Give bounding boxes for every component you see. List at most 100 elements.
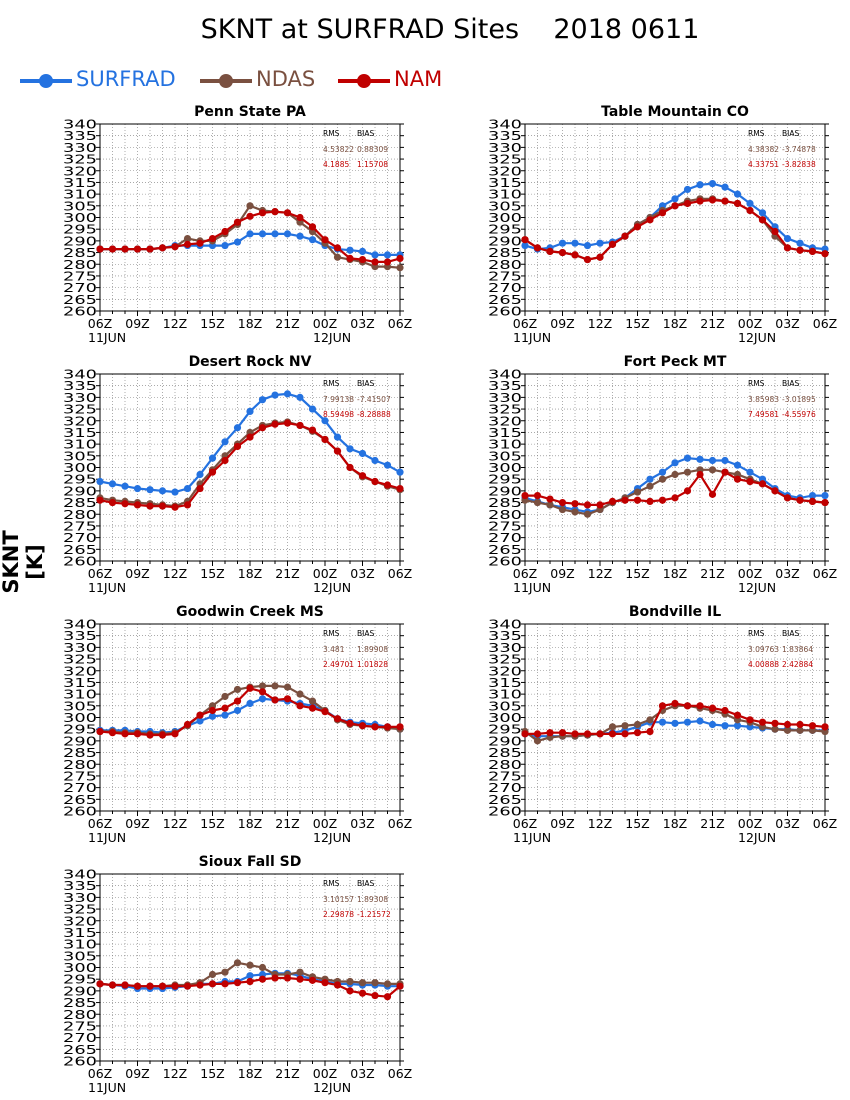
data-point-surfrad	[683, 718, 692, 726]
data-point-nam	[121, 500, 129, 508]
stats-nam-bias: -1.21572	[357, 910, 391, 919]
data-point-nam	[533, 244, 542, 252]
y-tick-label: 295	[63, 222, 97, 237]
y-tick-label: 290	[63, 483, 97, 498]
stats-nam-rms: 7.49581	[748, 410, 779, 419]
data-point-nam	[746, 477, 754, 486]
y-tick-label: 330	[488, 640, 522, 655]
y-tick-label: 310	[63, 187, 97, 202]
data-point-nam	[308, 223, 317, 231]
x-tick-label: 06Z	[88, 1066, 112, 1081]
data-point-nam	[796, 720, 804, 729]
data-point-nam	[208, 234, 217, 243]
x-tick-label: 06Z	[513, 316, 537, 331]
data-point-surfrad	[821, 491, 829, 500]
y-tick-label: 270	[488, 530, 522, 545]
data-point-nam	[196, 484, 204, 493]
data-point-nam	[246, 977, 254, 986]
data-point-nam	[596, 253, 604, 261]
data-point-ndas	[621, 722, 629, 730]
y-tick-label: 310	[63, 437, 97, 452]
data-point-surfrad	[733, 461, 742, 469]
y-tick-label: 295	[488, 722, 522, 737]
data-point-surfrad	[233, 706, 242, 715]
data-point-surfrad	[246, 230, 254, 238]
x-tick-label: 18Z	[663, 566, 687, 581]
data-point-nam	[158, 982, 167, 990]
stats-nam-bias: 1.15708	[357, 160, 388, 169]
stats-nam-rms: 4.1885	[323, 160, 349, 169]
y-tick-label: 275	[488, 268, 522, 283]
data-point-nam	[108, 498, 117, 507]
x-tick-label: 12Z	[163, 566, 187, 581]
data-point-nam	[658, 209, 667, 217]
y-tick-label: 260	[63, 554, 97, 569]
data-point-ndas	[608, 723, 617, 731]
x-date-label: 12JUN	[738, 580, 776, 595]
data-point-nam	[808, 497, 817, 505]
x-tick-label: 03Z	[775, 816, 799, 831]
data-point-ndas	[533, 498, 542, 507]
data-point-nam	[521, 236, 529, 244]
x-tick-label: 00Z	[738, 816, 762, 831]
stats-ndas-rms: 3.09763	[748, 645, 779, 654]
data-point-nam	[283, 209, 292, 217]
data-point-nam	[358, 255, 367, 264]
data-point-nam	[696, 702, 704, 710]
data-point-nam	[546, 729, 554, 737]
y-tick-label: 335	[63, 378, 97, 393]
y-tick-label: 295	[488, 222, 522, 237]
data-point-nam	[146, 731, 154, 739]
data-point-surfrad	[583, 241, 592, 250]
y-tick-label: 270	[63, 530, 97, 545]
data-point-surfrad	[696, 717, 704, 725]
data-point-nam	[121, 981, 129, 989]
data-point-ndas	[308, 697, 317, 705]
y-tick-label: 280	[63, 757, 97, 772]
y-tick-label: 320	[488, 163, 522, 178]
y-tick-label: 275	[63, 268, 97, 283]
x-tick-label: 03Z	[350, 566, 374, 581]
data-point-nam	[358, 722, 367, 730]
data-point-surfrad	[271, 230, 279, 238]
y-tick-label: 280	[63, 257, 97, 272]
y-tick-label: 340	[488, 117, 522, 132]
stats-nam-bias: 2.42884	[782, 660, 813, 669]
data-point-nam	[521, 730, 529, 738]
data-point-nam	[96, 727, 104, 736]
x-tick-label: 03Z	[775, 316, 799, 331]
data-point-surfrad	[733, 722, 742, 730]
data-point-nam	[821, 250, 829, 258]
data-point-nam	[646, 497, 654, 505]
data-point-nam	[671, 202, 679, 210]
x-tick-label: 00Z	[313, 566, 337, 581]
stats-nam-rms: 2.29878	[323, 910, 354, 919]
data-point-nam	[108, 729, 117, 737]
data-point-surfrad	[196, 717, 204, 725]
y-tick-label: 330	[488, 390, 522, 405]
y-tick-label: 310	[488, 437, 522, 452]
data-point-nam	[308, 976, 317, 984]
data-point-nam	[133, 245, 142, 253]
data-point-surfrad	[158, 487, 167, 495]
data-point-nam	[571, 730, 579, 738]
data-point-nam	[371, 477, 379, 486]
x-tick-label: 15Z	[625, 316, 649, 331]
data-point-ndas	[796, 726, 804, 734]
data-point-ndas	[221, 968, 229, 976]
x-tick-label: 21Z	[700, 566, 724, 581]
x-tick-label: 09Z	[550, 316, 574, 331]
y-tick-label: 285	[488, 245, 522, 260]
x-tick-label: 06Z	[88, 566, 112, 581]
y-tick-label: 320	[63, 413, 97, 428]
data-point-nam	[171, 243, 179, 251]
data-point-ndas	[771, 725, 779, 733]
y-tick-label: 325	[63, 152, 97, 167]
y-tick-label: 310	[488, 187, 522, 202]
stats-ndas-bias: -3.01895	[782, 395, 816, 404]
data-point-ndas	[583, 510, 592, 518]
data-point-nam	[233, 697, 242, 705]
panel-title: Penn State PA	[194, 104, 306, 120]
y-tick-label: 295	[63, 722, 97, 737]
y-tick-label: 290	[488, 733, 522, 748]
